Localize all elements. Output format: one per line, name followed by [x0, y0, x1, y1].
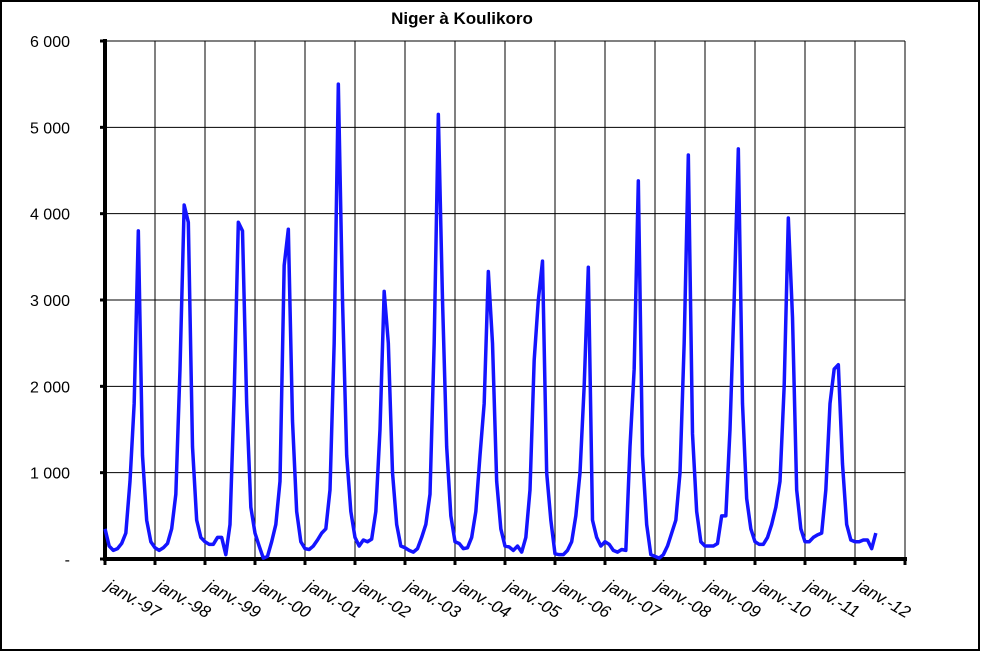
- y-tick-label: 3 000: [30, 293, 70, 310]
- y-tick-label: 4 000: [30, 207, 70, 224]
- y-tick-label: 6 000: [30, 34, 70, 51]
- y-tick-label: 2 000: [30, 379, 70, 396]
- chart-title: Niger à Koulikoro: [391, 9, 533, 28]
- y-tick-label: -: [65, 552, 70, 569]
- y-tick-label: 1 000: [30, 466, 70, 483]
- y-tick-label: 5 000: [30, 120, 70, 137]
- data-line: [103, 82, 878, 560]
